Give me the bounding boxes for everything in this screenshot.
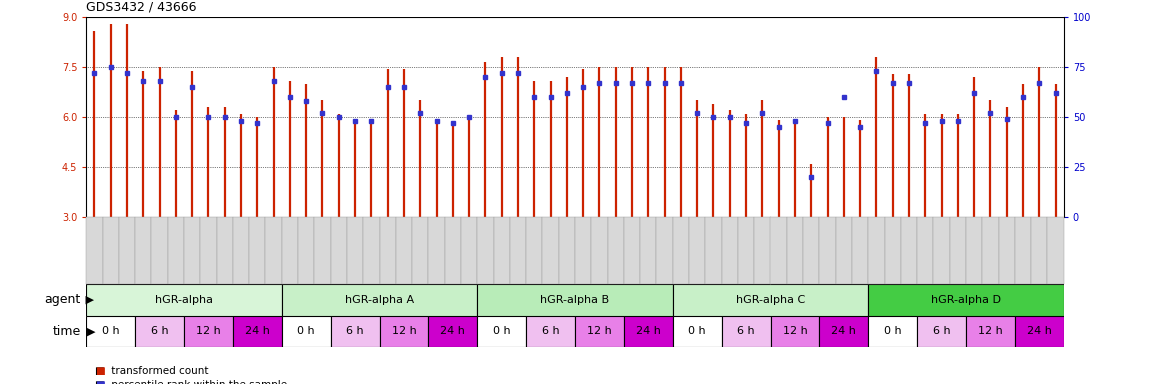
Text: 6 h: 6 h [737, 326, 754, 336]
Text: 12 h: 12 h [196, 326, 221, 336]
Bar [673, 316, 722, 347]
Text: 12 h: 12 h [978, 326, 1003, 336]
Bar [232, 316, 282, 347]
Text: ■  transformed count: ■ transformed count [95, 366, 209, 376]
Bar [966, 316, 1015, 347]
Bar [868, 284, 1064, 316]
Bar [624, 316, 673, 347]
Text: 24 h: 24 h [440, 326, 466, 336]
Text: ▶: ▶ [87, 326, 95, 336]
Text: ■  percentile rank within the sample: ■ percentile rank within the sample [95, 380, 288, 384]
Text: 24 h: 24 h [831, 326, 857, 336]
Text: ■: ■ [95, 366, 105, 376]
Bar [722, 316, 771, 347]
Bar [575, 316, 623, 347]
Text: agent: agent [44, 293, 80, 306]
Bar [770, 316, 820, 347]
Text: GDS3432 / 43666: GDS3432 / 43666 [86, 0, 197, 13]
Bar [477, 284, 673, 316]
Text: hGR-alpha D: hGR-alpha D [932, 295, 1000, 305]
Text: 0 h: 0 h [493, 326, 511, 336]
Bar [1015, 316, 1064, 347]
Bar [184, 316, 232, 347]
Bar [136, 316, 184, 347]
Text: 0 h: 0 h [689, 326, 706, 336]
Text: hGR-alpha B: hGR-alpha B [540, 295, 610, 305]
Text: 12 h: 12 h [782, 326, 807, 336]
Text: hGR-alpha: hGR-alpha [155, 295, 213, 305]
Bar [868, 316, 918, 347]
Text: ▶: ▶ [82, 295, 93, 305]
Bar [477, 316, 527, 347]
Text: hGR-alpha A: hGR-alpha A [345, 295, 414, 305]
Text: 0 h: 0 h [298, 326, 315, 336]
Text: time: time [52, 325, 81, 338]
Bar [820, 316, 868, 347]
Text: 6 h: 6 h [151, 326, 168, 336]
Text: 24 h: 24 h [245, 326, 270, 336]
Text: 0 h: 0 h [884, 326, 902, 336]
Text: 12 h: 12 h [391, 326, 416, 336]
Bar [918, 316, 966, 347]
Text: 12 h: 12 h [586, 326, 612, 336]
Text: 24 h: 24 h [1027, 326, 1052, 336]
Bar [673, 284, 868, 316]
Text: 24 h: 24 h [636, 326, 661, 336]
Text: 0 h: 0 h [102, 326, 120, 336]
Bar [86, 316, 136, 347]
Text: ■: ■ [95, 380, 105, 384]
Bar [527, 316, 575, 347]
Text: hGR-alpha C: hGR-alpha C [736, 295, 805, 305]
Text: 6 h: 6 h [933, 326, 950, 336]
Bar [282, 316, 331, 347]
Bar [282, 284, 477, 316]
Text: 6 h: 6 h [346, 326, 363, 336]
Bar [331, 316, 380, 347]
Bar [380, 316, 428, 347]
Bar [86, 284, 282, 316]
Text: 6 h: 6 h [542, 326, 559, 336]
Bar [428, 316, 477, 347]
